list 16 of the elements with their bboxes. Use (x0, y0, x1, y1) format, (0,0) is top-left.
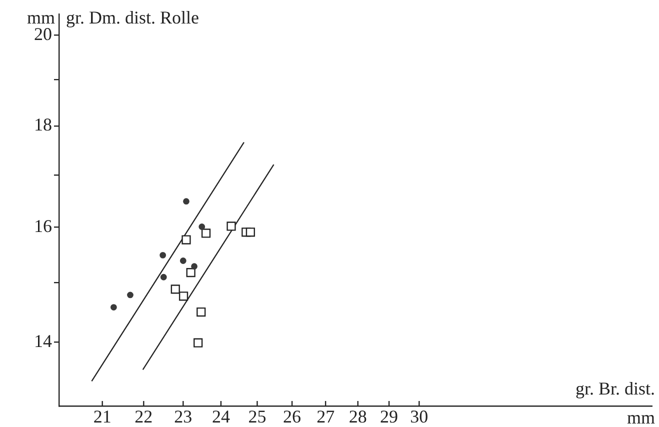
y-tick-label: 16 (34, 216, 52, 236)
y-axis-title: gr. Dm. dist. Rolle (66, 8, 200, 28)
y-tick-label: 18 (34, 114, 52, 135)
x-tick-label: 27 (316, 406, 335, 427)
x-tick-label: 26 (283, 406, 302, 427)
x-tick-label: 25 (248, 406, 266, 427)
text: mm (626, 408, 655, 427)
x-tick-label: 24 (212, 406, 230, 427)
x-tick-label: 23 (174, 406, 192, 427)
x-tick-label: 30 (410, 406, 428, 427)
y-tick-label: 14 (34, 330, 52, 351)
x-tick-label: 22 (134, 406, 153, 427)
x-axis-title: gr. Br. dist. (575, 378, 655, 399)
x-tick-label: 21 (93, 406, 112, 427)
x-tick-label: 29 (380, 406, 398, 427)
x-tick-label: 28 (348, 406, 367, 427)
